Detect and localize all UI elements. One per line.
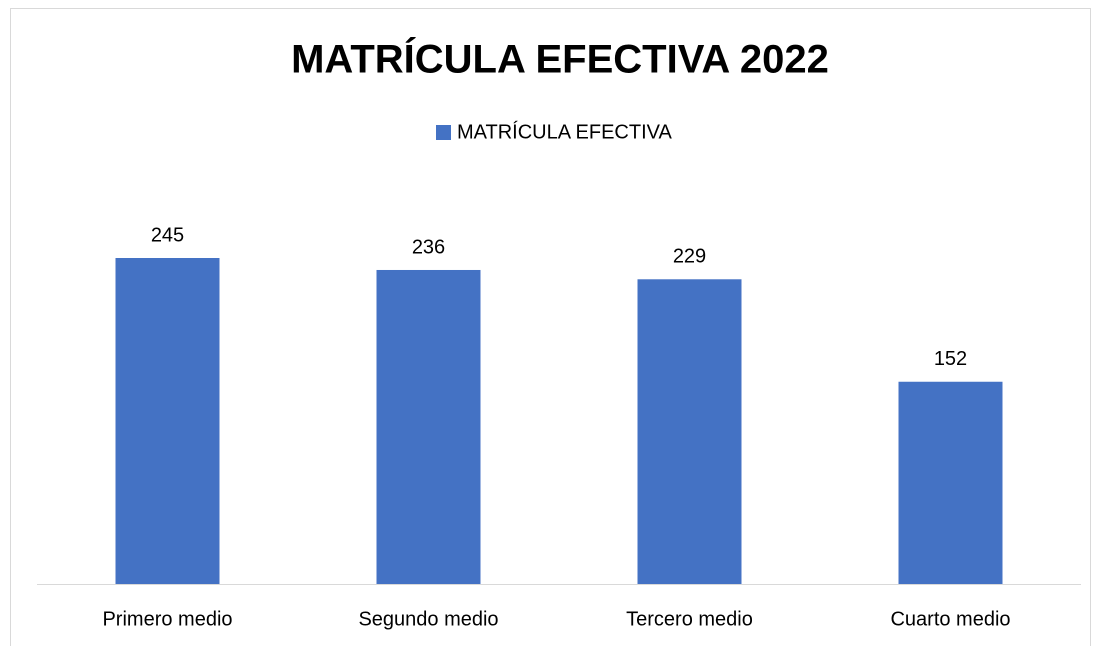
bar	[637, 279, 742, 584]
data-label: 245	[151, 224, 184, 246]
legend-swatch	[436, 125, 451, 140]
bar	[376, 269, 481, 584]
x-tick-label: Cuarto medio	[890, 608, 1010, 630]
bar	[898, 381, 1003, 584]
bar	[115, 258, 220, 584]
x-tick-label: Primero medio	[102, 608, 232, 630]
chart-title: MATRÍCULA EFECTIVA 2022	[291, 37, 829, 82]
x-tick-label: Segundo medio	[358, 608, 498, 630]
legend-label: MATRÍCULA EFECTIVA	[457, 120, 673, 143]
data-label: 236	[412, 236, 445, 258]
x-tick-label: Tercero medio	[626, 608, 753, 630]
data-label: 229	[673, 246, 706, 268]
data-label: 152	[934, 348, 967, 370]
